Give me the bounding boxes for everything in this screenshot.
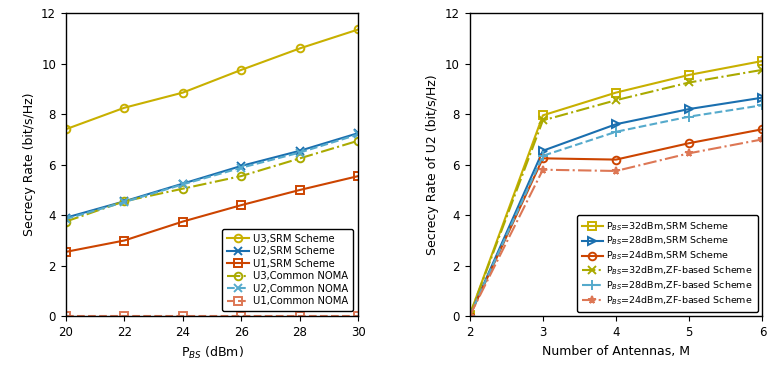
P$_{BS}$=24dBm,SRM Scheme xyxy=(684,141,694,145)
U1,SRM Scheme xyxy=(178,219,187,224)
P$_{BS}$=32dBm,ZF-based Scheme xyxy=(465,313,474,317)
P$_{BS}$=32dBm,ZF-based Scheme xyxy=(758,68,767,72)
Line: P$_{BS}$=24dBm,ZF-based Scheme: P$_{BS}$=24dBm,ZF-based Scheme xyxy=(466,135,766,320)
U3,SRM Scheme xyxy=(61,127,70,131)
U2,SRM Scheme xyxy=(354,131,363,135)
U1,SRM Scheme xyxy=(237,203,246,207)
U3,SRM Scheme xyxy=(296,46,305,51)
U1,SRM Scheme xyxy=(61,250,70,254)
U3,SRM Scheme xyxy=(120,105,129,110)
Line: P$_{BS}$=24dBm,SRM Scheme: P$_{BS}$=24dBm,SRM Scheme xyxy=(466,125,766,320)
P$_{BS}$=28dBm,ZF-based Scheme xyxy=(758,103,767,107)
P$_{BS}$=32dBm,ZF-based Scheme xyxy=(611,98,621,102)
P$_{BS}$=24dBm,SRM Scheme xyxy=(758,127,767,131)
X-axis label: Number of Antennas, M: Number of Antennas, M xyxy=(542,344,690,358)
U2,SRM Scheme xyxy=(120,199,129,204)
U2,Common NOMA xyxy=(296,150,305,155)
U3,SRM Scheme xyxy=(237,68,246,72)
U3,Common NOMA xyxy=(296,156,305,161)
Line: U1,SRM Scheme: U1,SRM Scheme xyxy=(62,172,362,256)
P$_{BS}$=28dBm,SRM Scheme xyxy=(758,95,767,100)
U3,Common NOMA xyxy=(178,186,187,191)
P$_{BS}$=28dBm,ZF-based Scheme xyxy=(465,313,474,318)
Y-axis label: Secrecy Rate (bit/s/Hz): Secrecy Rate (bit/s/Hz) xyxy=(22,93,36,236)
Y-axis label: Secrecy Rate of U2 (bit/s/Hz): Secrecy Rate of U2 (bit/s/Hz) xyxy=(426,74,440,255)
U1,Common NOMA xyxy=(178,314,187,318)
U2,SRM Scheme xyxy=(61,215,70,220)
Line: P$_{BS}$=32dBm,ZF-based Scheme: P$_{BS}$=32dBm,ZF-based Scheme xyxy=(466,66,766,319)
U2,Common NOMA xyxy=(178,182,187,186)
P$_{BS}$=28dBm,SRM Scheme xyxy=(465,313,474,318)
Line: U3,SRM Scheme: U3,SRM Scheme xyxy=(62,26,362,133)
P$_{BS}$=24dBm,SRM Scheme xyxy=(465,314,474,318)
P$_{BS}$=24dBm,ZF-based Scheme xyxy=(538,168,547,172)
Line: U2,SRM Scheme: U2,SRM Scheme xyxy=(62,129,362,222)
U1,Common NOMA xyxy=(61,314,70,318)
Legend: P$_{BS}$=32dBm,SRM Scheme, P$_{BS}$=28dBm,SRM Scheme, P$_{BS}$=24dBm,SRM Scheme,: P$_{BS}$=32dBm,SRM Scheme, P$_{BS}$=28dB… xyxy=(577,215,758,312)
U2,Common NOMA xyxy=(354,132,363,137)
P$_{BS}$=28dBm,ZF-based Scheme xyxy=(684,114,694,119)
U1,SRM Scheme xyxy=(296,188,305,192)
U3,Common NOMA xyxy=(237,174,246,178)
U1,Common NOMA xyxy=(354,314,363,318)
P$_{BS}$=28dBm,SRM Scheme xyxy=(611,122,621,127)
Line: U1,Common NOMA: U1,Common NOMA xyxy=(62,312,362,320)
U2,Common NOMA xyxy=(237,165,246,170)
P$_{BS}$=28dBm,ZF-based Scheme xyxy=(611,130,621,134)
U2,SRM Scheme xyxy=(296,148,305,153)
Line: U3,Common NOMA: U3,Common NOMA xyxy=(62,137,362,225)
U3,Common NOMA xyxy=(61,219,70,224)
P$_{BS}$=28dBm,ZF-based Scheme xyxy=(538,154,547,158)
P$_{BS}$=24dBm,ZF-based Scheme xyxy=(465,314,474,318)
U3,SRM Scheme xyxy=(354,27,363,31)
P$_{BS}$=32dBm,SRM Scheme xyxy=(684,73,694,77)
Line: P$_{BS}$=32dBm,SRM Scheme: P$_{BS}$=32dBm,SRM Scheme xyxy=(466,57,766,319)
U1,SRM Scheme xyxy=(354,174,363,178)
U2,Common NOMA xyxy=(61,217,70,221)
U3,Common NOMA xyxy=(120,199,129,204)
U3,SRM Scheme xyxy=(178,90,187,95)
P$_{BS}$=32dBm,SRM Scheme xyxy=(758,59,767,63)
U2,SRM Scheme xyxy=(178,181,187,186)
U2,Common NOMA xyxy=(120,200,129,204)
P$_{BS}$=24dBm,ZF-based Scheme xyxy=(758,137,767,142)
Legend: U3,SRM Scheme, U2,SRM Scheme, U1,SRM Scheme, U3,Common NOMA, U2,Common NOMA, U1,: U3,SRM Scheme, U2,SRM Scheme, U1,SRM Sch… xyxy=(222,229,354,311)
P$_{BS}$=24dBm,ZF-based Scheme xyxy=(611,169,621,173)
P$_{BS}$=28dBm,SRM Scheme xyxy=(684,107,694,111)
P$_{BS}$=24dBm,SRM Scheme xyxy=(538,156,547,161)
Line: U2,Common NOMA: U2,Common NOMA xyxy=(62,131,362,223)
U3,Common NOMA xyxy=(354,138,363,143)
P$_{BS}$=24dBm,SRM Scheme xyxy=(611,157,621,162)
P$_{BS}$=32dBm,SRM Scheme xyxy=(465,313,474,317)
P$_{BS}$=24dBm,ZF-based Scheme xyxy=(684,151,694,155)
U1,Common NOMA xyxy=(296,314,305,318)
P$_{BS}$=28dBm,SRM Scheme xyxy=(538,148,547,153)
U1,Common NOMA xyxy=(237,314,246,318)
U2,SRM Scheme xyxy=(237,164,246,168)
U1,SRM Scheme xyxy=(120,238,129,243)
Line: P$_{BS}$=28dBm,SRM Scheme: P$_{BS}$=28dBm,SRM Scheme xyxy=(466,94,766,319)
P$_{BS}$=32dBm,ZF-based Scheme xyxy=(684,80,694,85)
U1,Common NOMA xyxy=(120,314,129,318)
P$_{BS}$=32dBm,SRM Scheme xyxy=(611,90,621,95)
P$_{BS}$=32dBm,ZF-based Scheme xyxy=(538,118,547,122)
X-axis label: P$_{BS}$ (dBm): P$_{BS}$ (dBm) xyxy=(180,344,244,361)
Line: P$_{BS}$=28dBm,ZF-based Scheme: P$_{BS}$=28dBm,ZF-based Scheme xyxy=(465,101,767,320)
P$_{BS}$=32dBm,SRM Scheme xyxy=(538,113,547,118)
